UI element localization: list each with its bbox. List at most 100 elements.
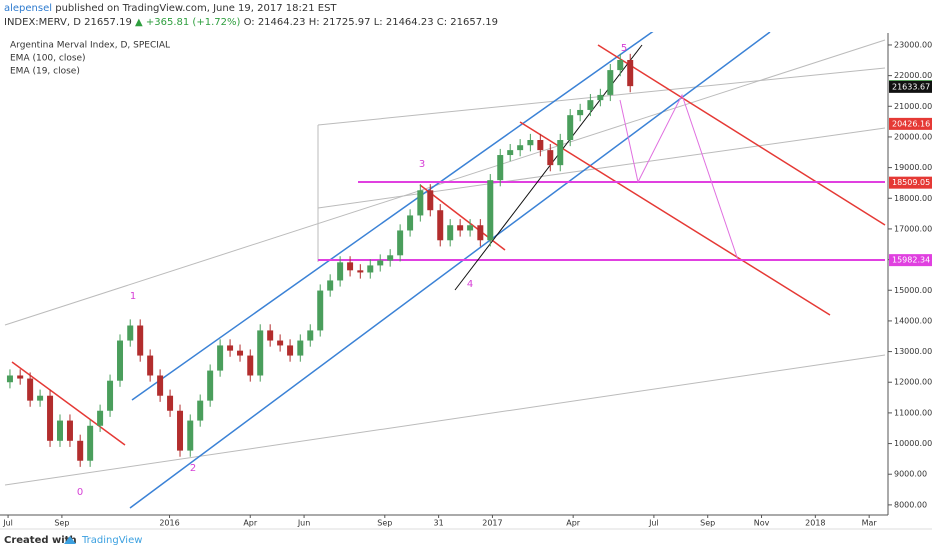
y-tick-label: 12000.00 [894, 378, 932, 387]
y-tick-label: 14000.00 [894, 316, 932, 325]
trend-line [317, 127, 886, 209]
candle-body [417, 190, 424, 216]
candle-body [497, 155, 504, 181]
wave-label: 3 [419, 159, 425, 170]
legend-item: EMA (19, close) [10, 67, 80, 77]
candle-body [547, 150, 554, 166]
low: L: 21464.23 [374, 17, 434, 28]
footer-brand[interactable]: TradingView [81, 535, 142, 546]
y-tick-label: 10000.00 [894, 439, 932, 448]
candle-body [587, 100, 594, 110]
price-label-bg [889, 80, 932, 93]
candle-body [607, 70, 614, 95]
symbol: INDEX:MERV, D [4, 17, 81, 28]
x-tick-label: Jul [648, 519, 659, 528]
candle-body [527, 140, 534, 146]
candle-body [197, 400, 204, 421]
open: O: 21464.23 [244, 17, 306, 28]
candle-body [237, 350, 244, 356]
wave-label: 5 [621, 43, 627, 54]
candle-body [37, 395, 44, 401]
candle-body [467, 225, 474, 231]
y-tick-label: 23000.00 [894, 40, 932, 49]
candle-body [66, 420, 73, 441]
y-tick-label: 13000.00 [894, 347, 932, 356]
x-tick-label: Apr [566, 519, 581, 528]
candle-body [517, 145, 524, 151]
y-tick-label: 22000.00 [894, 71, 932, 80]
candle-body [437, 210, 444, 241]
candle-body [337, 262, 344, 281]
candle-body [177, 410, 184, 451]
candle-body [447, 225, 454, 241]
y-tick-label: 20000.00 [894, 132, 932, 141]
candle-body [367, 265, 374, 273]
candle-body [327, 280, 334, 291]
x-tick-label: Mar [862, 519, 878, 528]
candle-body [557, 140, 564, 166]
candle-body [257, 330, 264, 376]
price-label: 15982.34 [892, 256, 930, 265]
candle-body [477, 225, 484, 241]
header-line2: INDEX:MERV, D 21657.19 ▲ +365.81 (+1.72%… [4, 17, 498, 28]
x-tick-label: Sep [54, 519, 69, 528]
y-tick-label: 17000.00 [894, 224, 932, 233]
high: H: 21725.97 [309, 17, 371, 28]
candle-body [117, 340, 124, 381]
candle-body [247, 355, 254, 376]
x-tick-label: Sep [377, 519, 392, 528]
legend-item: EMA (100, close) [10, 54, 86, 64]
candle-body [77, 440, 84, 461]
candle-body [277, 340, 284, 346]
price-label: 21633.67 [892, 82, 930, 91]
x-tick-label: Sep [700, 519, 715, 528]
legend-item: Argentina Merval Index, D, SPECIAL [10, 41, 170, 51]
y-tick-label: 19000.00 [894, 163, 932, 172]
wave-label: 2 [190, 463, 196, 474]
wave-label: 4 [467, 279, 473, 290]
close: C: 21657.19 [437, 17, 498, 28]
footer-created: Created with [4, 535, 77, 546]
candles [6, 53, 634, 467]
candle-body [6, 375, 13, 383]
candle-body [17, 375, 24, 379]
candle-body [227, 345, 234, 351]
candle-body [537, 140, 544, 151]
candle-body [597, 94, 604, 101]
price-label-bg [889, 117, 932, 130]
change: ▲ +365.81 (+1.72%) [135, 17, 240, 28]
red-line [11, 361, 126, 446]
brand-icon [64, 536, 76, 544]
candle-body [387, 255, 394, 261]
candle-body [157, 375, 164, 396]
candle-body [627, 59, 634, 87]
y-tick-label: 15000.00 [894, 286, 932, 295]
projection [619, 93, 739, 261]
wave-labels: 0 1 2 3 4 5 [77, 43, 627, 498]
candle-body [357, 270, 364, 273]
red-line [519, 121, 831, 316]
price-label: 18509.05 [892, 178, 930, 187]
trend-line [4, 354, 886, 486]
candle-body [617, 59, 624, 71]
author: alepensel [4, 3, 52, 14]
channel-line [131, 29, 656, 401]
x-tick-label: 31 [434, 519, 444, 528]
candle-body [407, 215, 414, 231]
x-tick-label: Jun [297, 519, 311, 528]
wave-label: 1 [130, 291, 136, 302]
candle-body [507, 150, 514, 156]
x-tick-label: 2018 [805, 519, 825, 528]
candle-body [87, 425, 94, 461]
y-tick-label: 18000.00 [894, 194, 932, 203]
y-tick-label: 9000.00 [894, 470, 927, 479]
candle-body [107, 380, 114, 411]
candle-body [487, 180, 494, 241]
candle-body [187, 420, 194, 451]
candle-body [57, 420, 64, 441]
x-tick-label: Apr [243, 519, 258, 528]
candle-body [457, 225, 464, 231]
red-line [597, 44, 886, 226]
x-tick-label: Jul [2, 519, 13, 528]
